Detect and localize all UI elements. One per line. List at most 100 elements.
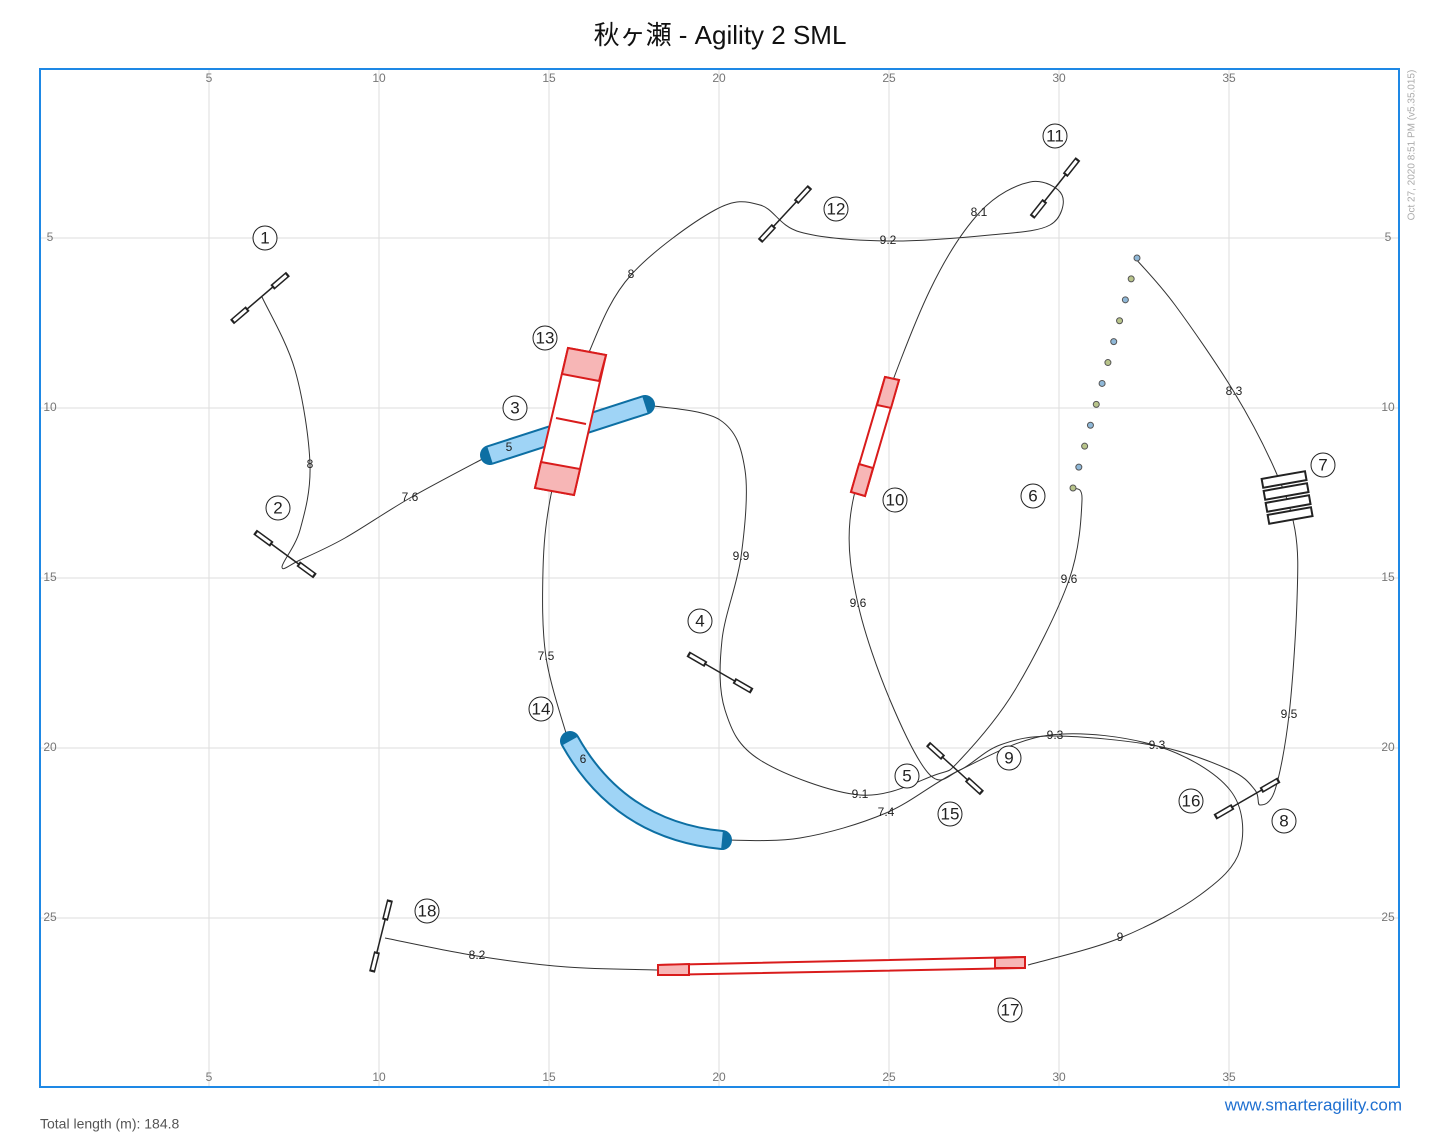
number-circle [532, 325, 558, 351]
distance-label: 6 [580, 752, 587, 766]
obstacle-number: 8 [1279, 811, 1288, 830]
x-tick-label: 35 [1222, 1070, 1236, 1084]
y-tick-label: 25 [1381, 910, 1395, 924]
weave-pole [1121, 296, 1129, 304]
obstacle-number: 11 [1046, 126, 1064, 145]
obstacle-number: 1 [260, 228, 269, 247]
distance-label: 9.3 [1047, 728, 1064, 742]
timestamp: Oct 27, 2020 8:51 PM (v5.35.015) [1407, 70, 1418, 221]
obstacle-number: 15 [941, 804, 960, 823]
number-circle [996, 745, 1022, 771]
contact-zone [849, 462, 875, 498]
jump-wing [371, 953, 378, 971]
distance-label: 9.3 [1149, 738, 1166, 752]
number-circle [1020, 483, 1046, 509]
y-tick-label: 20 [1381, 740, 1395, 754]
distance-label: 9.6 [850, 596, 867, 610]
y-tick-label: 5 [1385, 230, 1392, 244]
number-circle [882, 487, 908, 513]
x-tick-label: 25 [882, 1070, 896, 1084]
distance-label: 9.1 [852, 787, 869, 801]
x-tick-label: 30 [1052, 71, 1066, 85]
weave-pole [1069, 484, 1077, 492]
x-tick-label: 10 [372, 71, 386, 85]
number-circle [937, 801, 963, 827]
distance-label: 9.9 [733, 549, 750, 563]
weave-pole [1133, 254, 1141, 262]
x-tick-label: 5 [206, 1070, 213, 1084]
weave-pole [1116, 317, 1124, 325]
number-circle [265, 495, 291, 521]
number-circle [823, 196, 849, 222]
number-circle [1178, 788, 1204, 814]
dog-path [261, 180, 1299, 971]
jump-wing [796, 187, 810, 202]
distance-label: 7.6 [402, 490, 419, 504]
weave-pole [1086, 421, 1094, 429]
obstacle-number: 17 [1001, 1000, 1020, 1019]
path-segment [261, 296, 491, 570]
distance-label: 9 [1117, 930, 1124, 944]
x-tick-label: 15 [542, 71, 556, 85]
jump-wing [232, 308, 248, 322]
weave-pole [1098, 379, 1106, 387]
distance-label: 9.6 [1061, 572, 1078, 586]
number-circle [1310, 452, 1336, 478]
jump-wing [735, 680, 751, 692]
number-circle [252, 225, 278, 251]
jump-wing [255, 532, 272, 545]
y-tick-label: 15 [43, 570, 57, 584]
contact-zone [533, 460, 582, 497]
table [1260, 470, 1314, 525]
x-tick-label: 35 [1222, 71, 1236, 85]
distance-label: 9.5 [1281, 707, 1298, 721]
path-segment [721, 733, 1244, 966]
path-segment [646, 404, 1083, 796]
plot-border [39, 68, 1400, 1088]
obstacle-number: 10 [886, 490, 905, 509]
obstacle-number: 6 [1028, 486, 1037, 505]
jump-wing [1262, 779, 1278, 791]
y-tick-label: 25 [43, 910, 57, 924]
y-tick-label: 5 [47, 230, 54, 244]
x-tick-label: 25 [882, 71, 896, 85]
dogwalk [657, 955, 1026, 977]
weave-pole [1110, 338, 1118, 346]
jump-wing [298, 563, 315, 576]
x-tick-label: 30 [1052, 1070, 1066, 1084]
y-tick-label: 20 [43, 740, 57, 754]
title: 秋ヶ瀬 - Agility 2 SML [594, 20, 847, 50]
distance-label: 7.4 [878, 805, 895, 819]
weave-pole [1104, 359, 1112, 367]
number-circle [1271, 808, 1297, 834]
obstacle-number: 12 [827, 199, 846, 218]
obstacle-number: 9 [1004, 748, 1013, 767]
obstacle-number: 7 [1318, 455, 1327, 474]
obstacle-number: 5 [902, 766, 911, 785]
obstacles [230, 157, 1314, 977]
weave-pole [1081, 442, 1089, 450]
distance-label: 8 [628, 267, 635, 281]
weave-pole [1127, 275, 1135, 283]
obstacle-number: 4 [695, 611, 704, 630]
jump-wing [760, 226, 774, 241]
contact-zone [560, 346, 608, 383]
weave-pole [1075, 463, 1083, 471]
y-tick-label: 10 [43, 400, 57, 414]
x-tick-label: 15 [542, 1070, 556, 1084]
jump-wing [1065, 159, 1078, 175]
jump-wing [272, 274, 288, 288]
tunnel [563, 737, 723, 848]
y-tick-label: 10 [1381, 400, 1395, 414]
x-tick-label: 10 [372, 1070, 386, 1084]
obstacle-number: 13 [536, 328, 555, 347]
number-circle [687, 608, 713, 634]
path-segment [384, 937, 659, 971]
number-circle [894, 763, 920, 789]
number-circle [1042, 123, 1068, 149]
number-circle [997, 997, 1023, 1023]
path-segment [542, 180, 1299, 806]
weave-pole [1092, 400, 1100, 408]
contact-zone [875, 375, 901, 410]
